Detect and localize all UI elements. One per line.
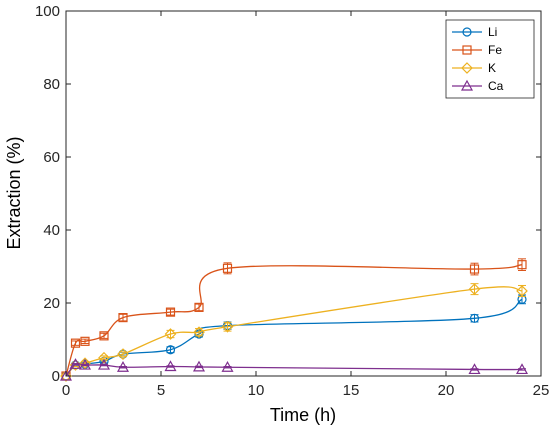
data-point-fe [194, 302, 204, 312]
data-point-ca [192, 360, 206, 372]
ticks-layer: 0 5 10 15 20 25 0 20 40 60 80 100 [35, 3, 549, 399]
x-tick-label: 5 [157, 382, 165, 399]
data-point-li [469, 313, 480, 323]
data-point-ca [468, 363, 481, 375]
data-point-fe [99, 331, 109, 341]
legend-marker-fe [462, 45, 472, 55]
series-fe [61, 258, 527, 381]
legend-marker-k [461, 62, 473, 74]
y-axis-label: Extraction (%) [4, 136, 24, 249]
legend-marker-ca [460, 79, 474, 91]
data-point-k [193, 326, 205, 339]
data-point-fe [222, 263, 233, 273]
series-layer [59, 258, 529, 382]
y-tick-label: 20 [43, 295, 60, 312]
data-point-fe [70, 338, 81, 348]
x-axis-label: Time (h) [270, 405, 336, 425]
x-tick-label: 15 [343, 382, 360, 399]
y-tick-label: 40 [43, 222, 60, 239]
legend-label-li: Li [488, 25, 497, 39]
data-point-k [60, 370, 72, 382]
x-tick-label: 0 [62, 382, 70, 399]
y-tick-label: 80 [43, 76, 60, 93]
y-tick-label: 100 [35, 3, 60, 20]
data-point-fe [80, 336, 90, 346]
data-point-ca [78, 358, 92, 370]
x-tick-label: 10 [248, 382, 265, 399]
data-point-ca [69, 358, 82, 369]
data-point-fe [517, 260, 527, 270]
data-point-ca [97, 358, 111, 370]
data-point-k [117, 348, 129, 360]
data-point-li [118, 349, 128, 359]
data-point-fe [165, 307, 176, 317]
legend: Li Fe K Ca [445, 19, 535, 99]
data-point-k [164, 328, 177, 340]
legend-label-ca: Ca [488, 79, 504, 93]
data-point-fe [118, 313, 128, 323]
data-point-ca [116, 361, 130, 372]
data-point-fe [469, 264, 480, 274]
series-ca [59, 358, 529, 381]
legend-label-k: K [488, 61, 496, 75]
series-k [60, 283, 528, 382]
y-tick-label: 0 [52, 368, 60, 385]
data-point-k [98, 351, 110, 364]
data-point-ca [515, 363, 529, 375]
x-tick-label: 20 [438, 382, 455, 399]
data-point-k [79, 357, 91, 370]
data-point-k [516, 285, 528, 297]
data-point-ca [164, 360, 177, 372]
data-point-li [165, 345, 176, 355]
legend-box [445, 19, 535, 99]
legend-marker-li [462, 27, 472, 37]
data-point-k [221, 320, 234, 333]
y-tick-label: 60 [43, 149, 60, 166]
legend-label-fe: Fe [488, 43, 502, 57]
data-point-k [468, 283, 481, 295]
x-tick-label: 25 [533, 382, 550, 399]
data-point-ca [221, 361, 234, 372]
